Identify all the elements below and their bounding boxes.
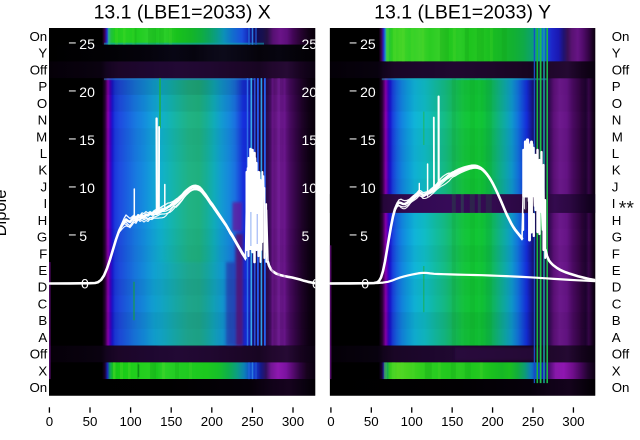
svg-text:25: 25	[302, 36, 318, 52]
svg-text:F: F	[612, 246, 620, 261]
svg-text:M: M	[36, 129, 47, 144]
svg-text:Y: Y	[612, 46, 621, 61]
svg-text:0: 0	[327, 414, 334, 429]
svg-text:X: X	[38, 363, 47, 378]
svg-text:N: N	[38, 113, 48, 128]
svg-text:On: On	[29, 380, 47, 395]
svg-text:20: 20	[360, 84, 376, 100]
svg-text:25: 25	[79, 36, 95, 52]
svg-text:B: B	[612, 313, 621, 328]
svg-text:−: −	[349, 179, 357, 195]
svg-text:H: H	[612, 213, 622, 228]
svg-text:0: 0	[312, 275, 320, 291]
svg-text:**: **	[619, 197, 635, 219]
svg-text:13.1 (LBE1=2033) X: 13.1 (LBE1=2033) X	[94, 2, 271, 24]
svg-text:Off: Off	[30, 347, 48, 362]
svg-text:0: 0	[46, 414, 53, 429]
svg-text:J: J	[41, 179, 48, 194]
svg-text:15: 15	[360, 132, 376, 148]
svg-text:F: F	[39, 246, 47, 261]
svg-text:13.1 (LBE1=2033) Y: 13.1 (LBE1=2033) Y	[374, 2, 551, 24]
svg-text:B: B	[38, 313, 47, 328]
svg-text:L: L	[612, 146, 619, 161]
svg-text:K: K	[38, 163, 47, 178]
svg-text:−: −	[349, 35, 357, 51]
svg-text:300: 300	[562, 414, 584, 429]
svg-text:D: D	[38, 280, 48, 295]
svg-text:150: 150	[441, 414, 463, 429]
svg-text:Off: Off	[612, 347, 630, 362]
svg-text:On: On	[29, 29, 47, 44]
svg-text:50: 50	[83, 414, 98, 429]
svg-text:A: A	[38, 330, 47, 345]
svg-text:−: −	[68, 179, 76, 195]
svg-text:A: A	[612, 330, 621, 345]
svg-text:K: K	[612, 163, 621, 178]
svg-text:250: 250	[241, 414, 263, 429]
svg-text:−: −	[349, 131, 357, 147]
svg-text:C: C	[38, 297, 48, 312]
svg-text:250: 250	[522, 414, 544, 429]
svg-text:I: I	[612, 196, 616, 211]
svg-text:G: G	[37, 230, 47, 245]
svg-text:−: −	[68, 131, 76, 147]
svg-text:J: J	[612, 179, 619, 194]
svg-text:−: −	[349, 227, 357, 243]
svg-text:O: O	[37, 96, 47, 111]
svg-text:−: −	[68, 227, 76, 243]
svg-text:5: 5	[302, 228, 310, 244]
svg-text:−: −	[68, 83, 76, 99]
svg-text:Off: Off	[30, 62, 48, 77]
svg-text:M: M	[612, 129, 623, 144]
svg-text:G: G	[612, 230, 622, 245]
svg-text:−: −	[68, 35, 76, 51]
svg-text:I: I	[43, 196, 47, 211]
svg-text:15: 15	[79, 132, 95, 148]
svg-text:0: 0	[361, 275, 369, 291]
svg-text:10: 10	[360, 180, 376, 196]
svg-text:200: 200	[201, 414, 223, 429]
svg-text:10: 10	[79, 180, 95, 196]
svg-text:On: On	[612, 380, 630, 395]
svg-text:H: H	[38, 213, 48, 228]
svg-text:150: 150	[160, 414, 182, 429]
svg-text:L: L	[40, 146, 47, 161]
svg-text:P: P	[612, 79, 621, 94]
svg-text:X: X	[612, 363, 621, 378]
svg-text:50: 50	[364, 414, 379, 429]
svg-text:200: 200	[482, 414, 504, 429]
svg-text:D: D	[612, 280, 622, 295]
svg-text:25: 25	[360, 36, 376, 52]
svg-text:C: C	[612, 297, 622, 312]
svg-text:20: 20	[302, 84, 318, 100]
svg-text:5: 5	[360, 228, 368, 244]
svg-text:On: On	[612, 29, 630, 44]
svg-text:E: E	[38, 263, 47, 278]
svg-text:N: N	[612, 113, 622, 128]
svg-text:0: 0	[81, 275, 89, 291]
svg-text:20: 20	[79, 84, 95, 100]
svg-text:5: 5	[79, 228, 87, 244]
svg-text:E: E	[612, 263, 621, 278]
svg-text:P: P	[38, 79, 47, 94]
svg-text:10: 10	[302, 180, 318, 196]
svg-text:Y: Y	[38, 46, 47, 61]
svg-text:15: 15	[302, 132, 318, 148]
svg-text:100: 100	[401, 414, 423, 429]
svg-text:Off: Off	[612, 62, 630, 77]
svg-text:−: −	[349, 83, 357, 99]
svg-text:300: 300	[282, 414, 304, 429]
svg-text:100: 100	[120, 414, 142, 429]
svg-text:Dipole: Dipole	[0, 190, 10, 237]
svg-text:O: O	[612, 96, 622, 111]
